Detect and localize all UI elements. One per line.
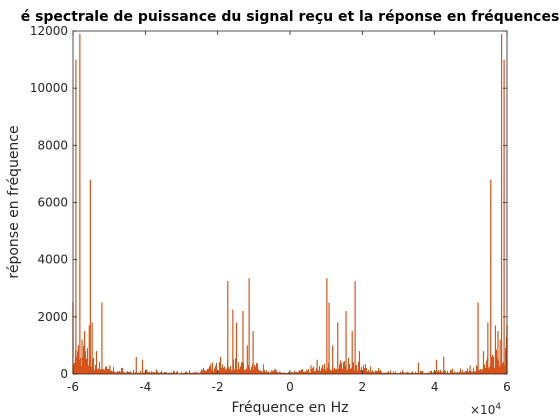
x-axis-label: Fréquence en Hz [232, 400, 349, 416]
x-axis-multiplier: ×104 [470, 402, 501, 417]
y-tick-label: 2000 [37, 310, 68, 324]
x-tick-label: -4 [139, 380, 151, 394]
x-axis-multiplier-exponent: 4 [495, 402, 501, 412]
y-tick-label: 4000 [37, 253, 68, 267]
noise-floor [73, 336, 507, 374]
axes-box [72, 30, 508, 375]
x-tick-label: -2 [212, 380, 224, 394]
x-tick-label: 0 [286, 380, 294, 394]
x-axis-multiplier-base: ×10 [470, 403, 495, 417]
plot-area [72, 33, 508, 374]
y-tick-label: 12000 [30, 24, 68, 38]
y-tick-label: 0 [60, 367, 68, 381]
x-tick-label: -6 [67, 380, 79, 394]
y-tick-label: 6000 [37, 196, 68, 210]
y-axis-label: réponse en fréquence [6, 125, 22, 278]
x-tick-label: 2 [359, 380, 367, 394]
x-tick-label: 6 [503, 380, 511, 394]
y-tick-label: 8000 [37, 138, 68, 152]
chart-title: é spectrale de puissance du signal reçu … [21, 9, 560, 25]
y-tick-label: 10000 [30, 81, 68, 95]
axis-ticks: -6 -4 -2 0 2 4 6 0 2000 4000 6000 8000 10000 12000 [30, 24, 511, 394]
x-tick-label: 4 [431, 380, 439, 394]
